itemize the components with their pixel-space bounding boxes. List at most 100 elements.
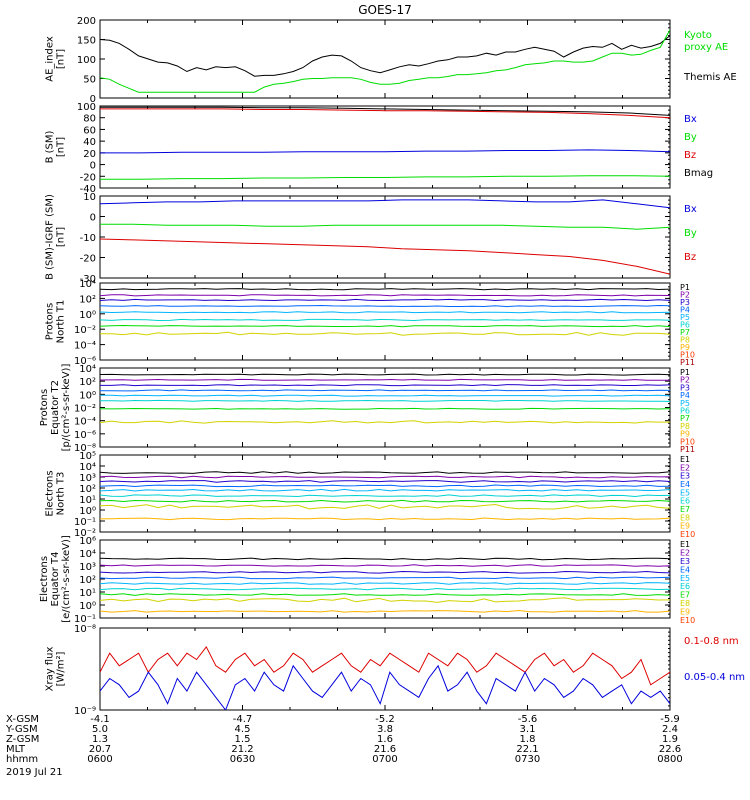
ytick-label: 0 [90, 161, 96, 172]
xaxis-row-label: Z-GSM [6, 734, 39, 745]
channel-label: P11 [680, 445, 695, 454]
xaxis-cell: 1.5 [235, 734, 251, 745]
xaxis-cell: 3.1 [520, 724, 536, 735]
channel-line [100, 593, 670, 596]
panel-frame [99, 19, 671, 99]
channel-label: P4 [680, 391, 690, 400]
channel-label: P7 [680, 328, 690, 337]
legend-entry: Bmag [684, 168, 713, 179]
series-line [100, 35, 670, 77]
channel-label: E10 [680, 616, 695, 625]
ylabel-line: [nT] [56, 137, 67, 157]
channel-line [100, 373, 670, 376]
channel-line [100, 564, 670, 567]
channel-line [100, 480, 670, 483]
legend-entry: proxy AE [684, 42, 728, 53]
ytick-label: 10 [83, 192, 96, 203]
ylabel-line: Xray flux [45, 647, 56, 692]
ytick-label: 10⁻¹ [74, 614, 96, 625]
channel-label: P1 [680, 283, 690, 292]
ytick-label: 10² [79, 484, 96, 495]
legend-entry: Kyoto [684, 30, 712, 41]
ytick-label: 50 [83, 75, 96, 86]
channel-line [100, 324, 670, 328]
channel-line [100, 484, 670, 488]
channel-line [100, 407, 670, 410]
series-line [100, 223, 670, 230]
ylabel-line: Protons [39, 389, 50, 426]
xaxis-cell: 2.4 [662, 724, 678, 735]
xaxis-cell: -5.2 [375, 714, 395, 725]
legend-entry: 0.05-0.4 nm [684, 672, 745, 683]
channel-label: P8 [680, 422, 690, 431]
channel-label: E5 [680, 574, 690, 583]
series-line [100, 175, 670, 180]
channel-label: P11 [680, 358, 695, 367]
ylabel-line: Equator T2 [50, 380, 61, 435]
ytick-label: 80 [83, 114, 96, 125]
channel-label: P2 [680, 291, 690, 300]
ytick-label: 0 [90, 94, 96, 105]
xaxis-cell: -4.7 [233, 714, 253, 725]
panel-frame [99, 195, 671, 279]
ytick-label: 10⁶ [79, 536, 96, 547]
channel-line [100, 471, 670, 474]
channel-line [100, 475, 670, 479]
xaxis-cell: 0600 [87, 754, 112, 765]
xaxis-cell: 3.8 [377, 724, 393, 735]
series-line [100, 645, 670, 686]
xaxis-cell: 22.6 [659, 744, 681, 755]
xaxis-cell: 21.2 [231, 744, 253, 755]
channel-label: P10 [680, 437, 695, 446]
panel-frame [99, 454, 671, 533]
xaxis-cell: 21.6 [374, 744, 396, 755]
ytick-label: 10⁰ [79, 506, 96, 517]
channel-label: E9 [680, 522, 690, 531]
ylabel-line: North T3 [56, 472, 67, 516]
ytick-label: 10⁰ [79, 390, 96, 401]
ytick-label: 40 [83, 137, 96, 148]
ytick-label: 0 [90, 213, 96, 224]
channel-label: P3 [680, 383, 690, 392]
xaxis-date: 2019 Jul 21 [6, 767, 63, 778]
channel-label: E7 [680, 591, 690, 600]
channel-label: P10 [680, 351, 695, 360]
ytick-label: 200 [77, 16, 96, 27]
xaxis-row-label: Y-GSM [5, 724, 38, 735]
channel-line [100, 499, 670, 503]
ytick-label: 10⁵ [79, 451, 96, 462]
channel-label: P8 [680, 336, 690, 345]
xaxis-cell: 1.3 [92, 734, 108, 745]
ytick-label: -40 [80, 184, 96, 195]
channel-line [100, 298, 670, 302]
ylabel-line: [W/m²] [56, 651, 67, 686]
xaxis-row-label: MLT [6, 744, 26, 755]
ylabel-line: Electrons [45, 470, 56, 516]
channel-label: E6 [680, 497, 690, 506]
channel-line [100, 389, 670, 392]
series-line [100, 29, 670, 93]
channel-line [100, 576, 670, 580]
ytick-label: 10⁴ [79, 549, 96, 560]
ytick-label: 10² [79, 575, 96, 586]
ytick-label: 10⁻⁴ [74, 341, 96, 352]
ytick-label: -30 [80, 274, 96, 285]
ytick-label: 10⁻² [74, 325, 96, 336]
channel-line [100, 420, 670, 424]
xaxis-cell: 22.1 [516, 744, 538, 755]
plot-title: GOES-17 [358, 3, 412, 17]
channel-line [100, 288, 670, 291]
ylabel-line: Protons [45, 303, 56, 340]
ytick-label: 10⁻⁴ [74, 417, 96, 428]
ytick-label: -20 [80, 172, 96, 183]
channel-label: E4 [680, 565, 690, 574]
ylabel-line: AE_index [45, 36, 56, 82]
channel-label: P4 [680, 306, 690, 315]
channel-label: P7 [680, 414, 690, 423]
channel-label: P9 [680, 430, 690, 439]
ytick-label: 10⁴ [79, 462, 96, 473]
ytick-label: 10⁻⁶ [74, 430, 96, 441]
xaxis-cell: 0630 [230, 754, 255, 765]
